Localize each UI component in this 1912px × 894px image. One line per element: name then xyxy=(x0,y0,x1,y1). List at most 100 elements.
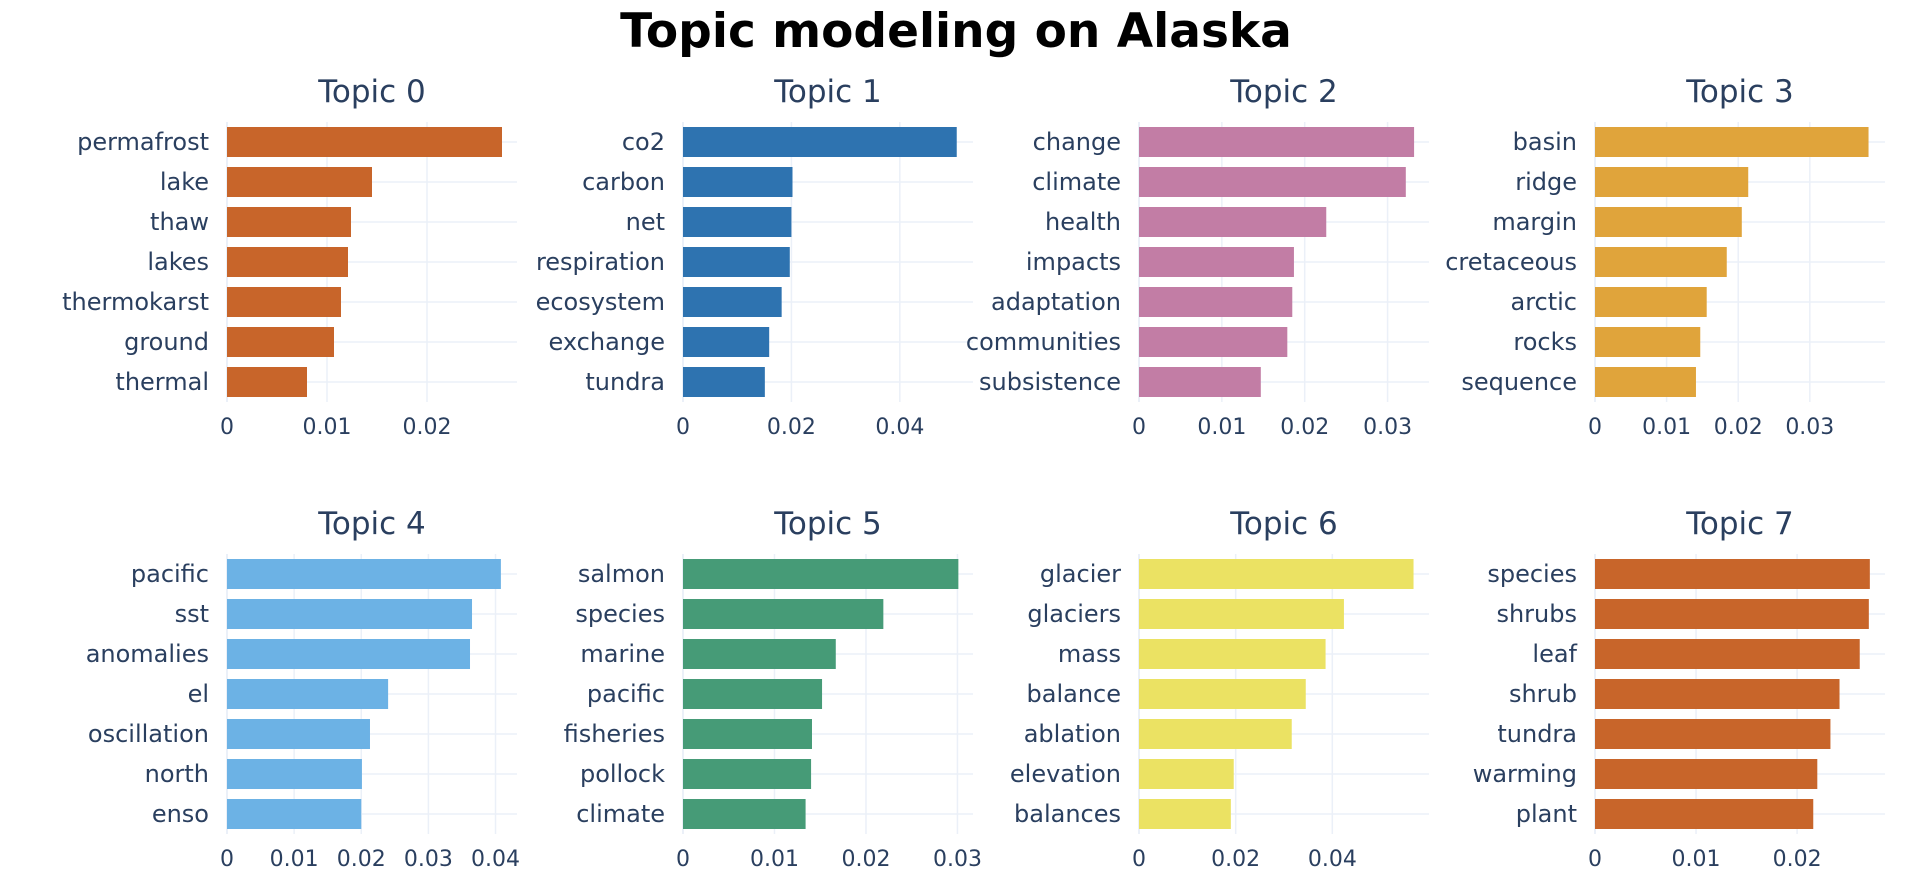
bar xyxy=(683,799,806,829)
category-label: fisheries xyxy=(564,720,665,748)
category-label: ground xyxy=(124,328,209,356)
chart-title: Topic modeling on Alaska xyxy=(620,4,1292,59)
x-tick-label: 0.02 xyxy=(1773,847,1822,872)
bar xyxy=(1139,759,1234,789)
subplot-title: Topic 0 xyxy=(317,74,426,110)
category-label: warming xyxy=(1473,760,1577,788)
category-label: ecosystem xyxy=(536,288,665,316)
category-label: elevation xyxy=(1010,760,1121,788)
subplot-topic-3: Topic 3 basin ridge margin cretaceous arctic r… xyxy=(1445,74,1885,440)
category-label: health xyxy=(1045,208,1121,236)
bar xyxy=(227,367,307,397)
x-tick-label: 0.01 xyxy=(1672,847,1721,872)
category-label: communities xyxy=(966,328,1121,356)
category-label: co2 xyxy=(622,128,665,156)
x-tick-label: 0 xyxy=(220,415,234,440)
bar xyxy=(1595,367,1696,397)
bar xyxy=(683,559,959,589)
subplot-title: Topic 3 xyxy=(1685,74,1794,110)
bar xyxy=(1595,559,1870,589)
category-label: mass xyxy=(1058,640,1121,668)
x-tick-label: 0.03 xyxy=(404,847,453,872)
bar xyxy=(227,327,334,357)
bar xyxy=(1595,599,1869,629)
bar xyxy=(1595,287,1707,317)
bar xyxy=(227,287,341,317)
category-label: pacific xyxy=(587,680,665,708)
x-tick-label: 0.02 xyxy=(1280,415,1329,440)
category-label: ablation xyxy=(1024,720,1121,748)
category-label: shrubs xyxy=(1496,600,1577,628)
bar xyxy=(1139,679,1306,709)
bar xyxy=(683,167,793,197)
category-label: anomalies xyxy=(86,640,209,668)
bar xyxy=(1595,759,1818,789)
bar xyxy=(227,759,362,789)
category-label: marine xyxy=(580,640,665,668)
bar xyxy=(227,207,351,237)
x-tick-label: 0.03 xyxy=(933,847,982,872)
bar xyxy=(227,719,370,749)
x-tick-label: 0.02 xyxy=(767,415,816,440)
x-tick-label: 0.03 xyxy=(1785,415,1834,440)
category-label: plant xyxy=(1516,800,1577,828)
category-label: cretaceous xyxy=(1445,248,1577,276)
x-tick-label: 0 xyxy=(1132,847,1146,872)
x-tick-label: 0 xyxy=(676,415,690,440)
category-label: thermokarst xyxy=(62,288,209,316)
category-label: basin xyxy=(1513,128,1577,156)
category-label: climate xyxy=(1032,168,1121,196)
bar xyxy=(227,799,362,829)
category-label: glacier xyxy=(1040,560,1121,588)
bar xyxy=(683,127,957,157)
x-tick-label: 0 xyxy=(676,847,690,872)
bar xyxy=(1139,167,1406,197)
category-label: exchange xyxy=(549,328,665,356)
bar xyxy=(683,247,790,277)
category-label: pollock xyxy=(580,760,665,788)
bar xyxy=(1139,247,1294,277)
bar xyxy=(1139,559,1414,589)
category-label: sequence xyxy=(1461,368,1577,396)
subplot-title: Topic 6 xyxy=(1229,506,1338,542)
x-tick-label: 0.02 xyxy=(403,415,452,440)
x-tick-label: 0.01 xyxy=(303,415,352,440)
category-label: north xyxy=(145,760,209,788)
subplot-topic-0: Topic 0 permafrost lake thaw lakes thermokars… xyxy=(62,74,517,440)
category-label: oscillation xyxy=(88,720,209,748)
bar xyxy=(1595,719,1831,749)
bar xyxy=(1595,327,1701,357)
x-tick-label: 0.02 xyxy=(1211,847,1260,872)
bar xyxy=(1139,367,1261,397)
subplot-title: Topic 2 xyxy=(1229,74,1338,110)
category-label: margin xyxy=(1492,208,1577,236)
x-tick-label: 0.04 xyxy=(875,415,924,440)
category-label: tundra xyxy=(1497,720,1577,748)
bar xyxy=(1595,799,1814,829)
category-label: impacts xyxy=(1026,248,1121,276)
x-tick-label: 0.01 xyxy=(270,847,319,872)
bar xyxy=(227,127,502,157)
subplot-title: Topic 7 xyxy=(1685,506,1794,542)
bar xyxy=(683,327,770,357)
category-label: el xyxy=(188,680,209,708)
category-label: species xyxy=(575,600,665,628)
category-label: pacific xyxy=(131,560,209,588)
subplot-topic-1: Topic 1 co2 carbon net respiration ecosystem e… xyxy=(536,74,973,440)
category-label: glaciers xyxy=(1027,600,1121,628)
bar xyxy=(227,679,389,709)
bar xyxy=(1595,639,1860,669)
subplot-topic-7: Topic 7 species shrubs leaf shrub tundra warmi… xyxy=(1473,506,1885,872)
category-label: change xyxy=(1033,128,1121,156)
bar xyxy=(1595,679,1840,709)
x-tick-label: 0.01 xyxy=(750,847,799,872)
bar xyxy=(683,287,782,317)
bar xyxy=(683,599,884,629)
bar xyxy=(1139,127,1415,157)
category-label: carbon xyxy=(582,168,665,196)
bar xyxy=(227,167,372,197)
x-tick-label: 0.02 xyxy=(1714,415,1763,440)
bar xyxy=(683,679,823,709)
bar xyxy=(1139,799,1231,829)
